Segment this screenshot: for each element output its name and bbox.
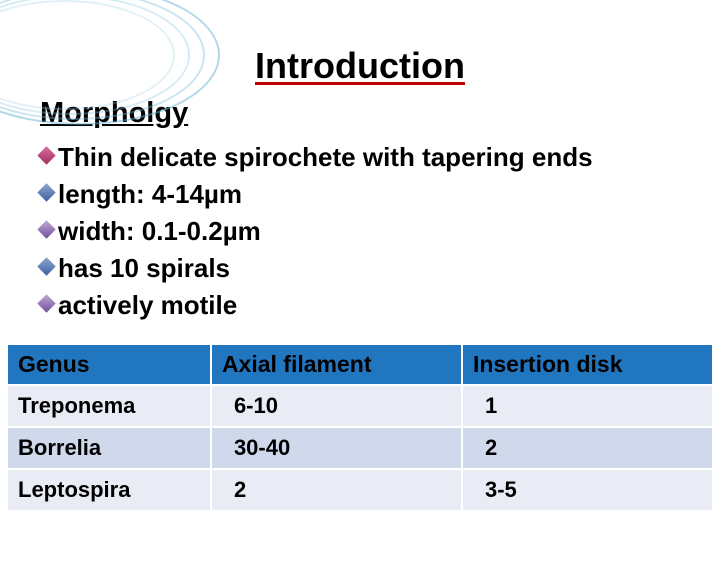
- bullet-text: has 10 spirals: [58, 253, 230, 284]
- table-header-cell: Axial filament: [211, 344, 462, 385]
- table-cell: 2: [211, 469, 462, 511]
- section-subtitle: Morpholgy: [40, 97, 720, 130]
- table-header-cell: Insertion disk: [462, 344, 713, 385]
- table-header-cell: Genus: [7, 344, 211, 385]
- table-cell: Treponema: [7, 385, 211, 427]
- bullet-text: Thin delicate spirochete with tapering e…: [58, 142, 593, 173]
- table-row: Treponema 6-10 1: [7, 385, 713, 427]
- table-cell: 6-10: [211, 385, 462, 427]
- bullet-item: actively motile: [40, 290, 720, 321]
- table-cell: 3-5: [462, 469, 713, 511]
- slide-title: Introduction: [0, 45, 720, 87]
- table-cell: 1: [462, 385, 713, 427]
- table-row: Leptospira 2 3-5: [7, 469, 713, 511]
- table-cell: 30-40: [211, 427, 462, 469]
- bullet-item: has 10 spirals: [40, 253, 720, 284]
- table-cell: Leptospira: [7, 469, 211, 511]
- bullet-text: width: 0.1-0.2µm: [58, 216, 261, 247]
- bullet-text: length: 4-14µm: [58, 179, 242, 210]
- data-table: Genus Axial filament Insertion disk Trep…: [6, 343, 714, 512]
- bullet-item: Thin delicate spirochete with tapering e…: [40, 142, 720, 173]
- table-row: Borrelia 30-40 2: [7, 427, 713, 469]
- table-header-row: Genus Axial filament Insertion disk: [7, 344, 713, 385]
- table-cell: Borrelia: [7, 427, 211, 469]
- bullet-item: length: 4-14µm: [40, 179, 720, 210]
- bullet-item: width: 0.1-0.2µm: [40, 216, 720, 247]
- table-cell: 2: [462, 427, 713, 469]
- bullet-list: Thin delicate spirochete with tapering e…: [40, 142, 720, 321]
- bullet-text: actively motile: [58, 290, 237, 321]
